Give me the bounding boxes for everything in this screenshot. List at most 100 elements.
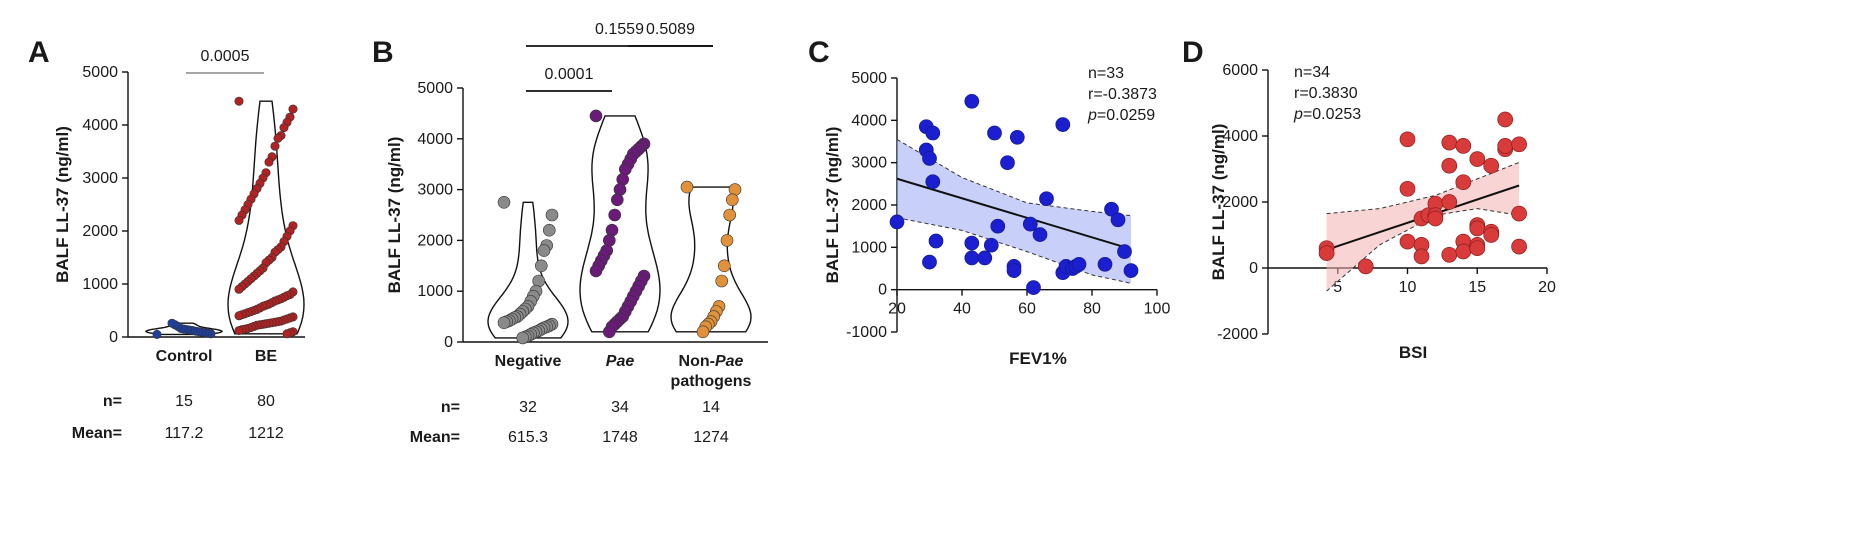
x-tick-label: 20 [888, 301, 906, 318]
y-tick-label: 0 [878, 282, 887, 299]
data-point [1497, 138, 1514, 154]
mean-value: 1748 [602, 429, 638, 446]
y-tick-label: 3000 [417, 182, 453, 199]
data-point [1427, 210, 1444, 227]
data-point [925, 125, 941, 141]
data-point [234, 311, 244, 321]
x-tick-label: 40 [953, 301, 971, 318]
y-tick-label: 4000 [417, 131, 453, 148]
data-point [608, 208, 622, 222]
confidence-upper [896, 138, 1132, 217]
data-point [964, 93, 980, 109]
data-point [1441, 134, 1458, 151]
confidence-band [1326, 162, 1520, 292]
n-value: 80 [257, 393, 275, 410]
data-point [1009, 129, 1025, 145]
data-point [1511, 238, 1527, 255]
panel-label: B [372, 36, 394, 69]
panel-label: C [808, 36, 830, 69]
y-axis-label: BALF LL-37 (ng/ml) [823, 127, 842, 284]
x-tick-label: 100 [1144, 301, 1171, 318]
n-label: n= [103, 393, 122, 410]
data-point [1455, 243, 1472, 260]
data-point [889, 214, 905, 230]
regression-line [896, 177, 1132, 250]
data-point [720, 234, 734, 247]
y-tick-label: 0 [1249, 260, 1258, 277]
data-point [152, 329, 162, 339]
data-point [534, 259, 548, 273]
y-tick-label: 2000 [82, 223, 118, 240]
annotation-p-symbol: p [1293, 106, 1303, 123]
data-point [922, 151, 937, 166]
y-axis-label: BALF LL-37 (ng/ml) [1209, 124, 1228, 281]
y-tick-label: -1000 [846, 324, 887, 341]
mean-value: 117.2 [165, 425, 204, 442]
data-point [1039, 191, 1054, 207]
n-label: n= [441, 399, 460, 416]
category-label-part: Negative [495, 353, 562, 370]
y-tick-label: 4000 [1222, 128, 1258, 145]
n-value: 15 [175, 393, 193, 410]
data-point [717, 259, 731, 273]
category-label-part: Pae [606, 353, 635, 370]
annotation-p-symbol: p [1087, 107, 1097, 124]
y-tick-label: 6000 [1222, 62, 1258, 79]
data-point [1097, 256, 1113, 272]
data-point [589, 264, 603, 278]
data-point [1497, 111, 1514, 128]
category-label: Control [156, 348, 213, 365]
category-label-part: BE [255, 348, 278, 365]
data-point [545, 208, 559, 222]
data-point [1399, 180, 1416, 197]
data-point [270, 141, 280, 151]
data-point [1469, 151, 1486, 167]
y-axis-label: BALF LL-37 (ng/ml) [385, 137, 404, 294]
data-point [497, 196, 511, 209]
category-label: Non-Pae [679, 353, 744, 370]
y-tick-label: 1000 [417, 283, 453, 300]
data-point [696, 325, 710, 339]
data-point [680, 180, 694, 194]
data-point [282, 329, 292, 339]
data-point [1469, 240, 1486, 257]
mean-label: Mean= [72, 425, 122, 442]
x-tick-label: 10 [1399, 279, 1417, 296]
data-point [288, 104, 298, 114]
y-tick-label: 1000 [82, 276, 118, 293]
x-axis-label: BSI [1399, 343, 1427, 362]
x-tick-label: 5 [1333, 279, 1342, 296]
category-label: BE [255, 348, 278, 365]
data-point [264, 157, 274, 167]
data-point [1318, 245, 1335, 261]
p-value-label: 0.5089 [646, 21, 695, 38]
x-tick-label: 80 [1083, 301, 1101, 318]
annotation-n: n=33 [1088, 65, 1124, 82]
y-tick-label: 5000 [851, 70, 887, 87]
data-point [1026, 280, 1041, 295]
data-point [589, 109, 603, 123]
data-point [234, 96, 244, 106]
mean-value: 615.3 [508, 429, 548, 446]
data-point [1483, 157, 1500, 174]
data-point [273, 133, 283, 143]
data-point [1469, 220, 1486, 237]
data-point [1511, 205, 1527, 222]
x-tick-label: 20 [1538, 279, 1556, 296]
data-point [610, 193, 624, 207]
data-point [964, 235, 980, 251]
confidence-lower [896, 217, 1132, 284]
y-tick-label: -2000 [1217, 326, 1258, 343]
category-label-part: pathogens [671, 373, 752, 390]
data-point [1511, 136, 1527, 153]
data-point [723, 208, 737, 222]
x-tick-label: 60 [1018, 301, 1036, 318]
y-axis-label: BALF LL-37 (ng/ml) [53, 126, 72, 283]
panel-label: A [28, 36, 50, 69]
data-point [234, 284, 244, 294]
mean-value: 1212 [248, 425, 284, 442]
y-tick-label: 1000 [851, 239, 887, 256]
data-point [516, 331, 530, 345]
